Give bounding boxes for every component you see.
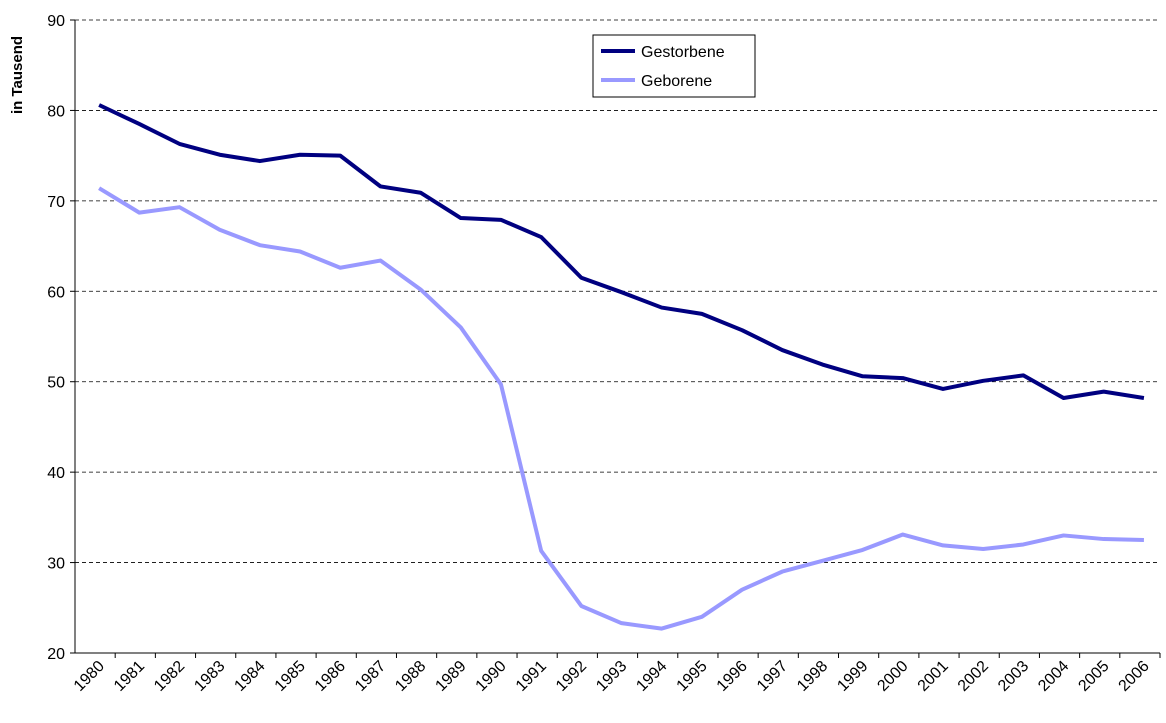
y-tick-label: 90 — [47, 13, 65, 30]
x-tick-label: 1981 — [111, 658, 148, 695]
x-tick-label: 2004 — [1035, 658, 1072, 695]
x-tick-label: 1987 — [352, 658, 389, 695]
y-tick-label: 20 — [47, 646, 65, 663]
y-tick-label: 50 — [47, 375, 65, 392]
x-tick-label: 1989 — [432, 658, 469, 695]
legend-box — [592, 34, 756, 98]
x-tick-label: 1991 — [513, 658, 550, 695]
x-tick-label: 1980 — [71, 658, 108, 695]
x-tick-label: 1982 — [151, 658, 188, 695]
x-tick-label: 1983 — [191, 658, 228, 695]
x-tick-label: 1986 — [312, 658, 349, 695]
x-tick-label: 2001 — [915, 658, 952, 695]
line-series — [98, 103, 1145, 400]
y-axis-label: in Tausend — [9, 36, 26, 114]
y-tick-label: 70 — [47, 194, 65, 211]
x-tick-label: 2003 — [995, 658, 1032, 695]
x-tick-label: 1996 — [714, 658, 751, 695]
x-tick-label: 1994 — [633, 658, 670, 695]
legend-label: Geborene — [641, 73, 712, 90]
x-tick-label: 1999 — [834, 658, 871, 695]
legend-label: Gestorbene — [641, 44, 725, 61]
x-tick-label: 2000 — [874, 658, 911, 695]
x-tick-label: 1990 — [473, 658, 510, 695]
y-tick-label: 30 — [47, 556, 65, 573]
x-tick-label: 1997 — [754, 658, 791, 695]
y-tick-label: 80 — [47, 103, 65, 120]
x-tick-label: 1992 — [553, 658, 590, 695]
x-tick-label: 1998 — [794, 658, 831, 695]
x-tick-label: 1985 — [272, 658, 309, 695]
y-tick-label: 40 — [47, 465, 65, 482]
line-series — [98, 186, 1144, 631]
x-tick-label: 1984 — [231, 658, 268, 695]
x-tick-label: 1988 — [392, 658, 429, 695]
x-tick-label: 1995 — [674, 658, 711, 695]
x-tick-label: 2002 — [955, 658, 992, 695]
x-tick-label: 2005 — [1075, 658, 1112, 695]
y-tick-label: 60 — [47, 284, 65, 301]
x-tick-label: 2006 — [1116, 658, 1153, 695]
x-tick-label: 1993 — [593, 658, 630, 695]
